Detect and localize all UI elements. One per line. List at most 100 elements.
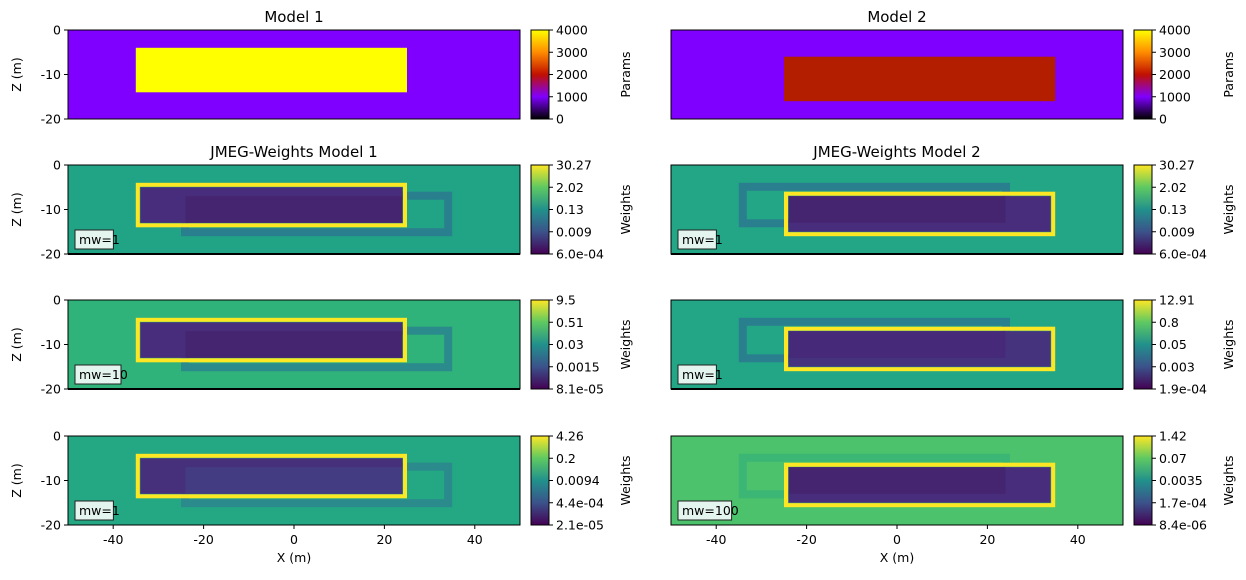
colorbar-scale (530, 299, 550, 390)
colorbar-tick-label: 2000 (1159, 67, 1191, 82)
x-tick-label: 40 (467, 532, 483, 547)
colorbar-tick-label: 0.009 (556, 224, 592, 239)
colorbar-tick-label: 9.5 (556, 293, 576, 308)
colorbar-tick-label: 2.02 (556, 180, 584, 195)
mw-label-text: mw=1 (79, 232, 120, 247)
colorbar-label: Weights (618, 455, 633, 505)
mw-label-text: mw=10 (79, 367, 128, 382)
y-tick-label: -20 (41, 112, 61, 127)
y-tick-label: -10 (41, 67, 61, 82)
x-tick-label: 20 (979, 532, 995, 547)
mw-label-box (677, 229, 717, 250)
colorbar-tick-label: 12.91 (1159, 293, 1195, 308)
x-tick-label: -20 (796, 532, 816, 547)
x-tick-label: -40 (706, 532, 726, 547)
colorbar-tick-label: 4000 (1159, 23, 1191, 38)
colorbar-scale (1133, 29, 1153, 120)
colorbar-tick-label: 4.26 (556, 429, 584, 444)
colorbar-tick-label: 2.1e-05 (556, 518, 604, 533)
colorbar-tick-label: 8.1e-05 (556, 382, 604, 397)
colorbar-scale (530, 164, 550, 255)
mw-label-box (74, 364, 122, 385)
colorbar-tick-label: 30.27 (1159, 158, 1195, 173)
y-tick-label: 0 (53, 429, 61, 444)
colorbar-scale (530, 29, 550, 120)
colorbar: 12.91 0.8 0.05 0.003 1.9e-04 Weights (1133, 293, 1236, 397)
x-tick-label: 20 (376, 532, 392, 547)
colorbar-scale (1133, 299, 1153, 390)
mw-label-box (74, 500, 114, 521)
y-tick-label: -10 (41, 473, 61, 488)
colorbar: 4000 3000 2000 1000 0 Params (530, 23, 633, 127)
colorbar-tick-label: 1000 (1159, 89, 1191, 104)
axes-frame (670, 29, 1124, 120)
colorbar-scale (1133, 164, 1153, 255)
y-tick-label: -10 (41, 337, 61, 352)
subplot-8: -40 -20 0 20 40 X (m) mw=100 1.42 0.07 0.0035 1.7e… (670, 429, 1236, 565)
x-tick-label: -20 (193, 532, 213, 547)
x-tick-label: 0 (290, 532, 298, 547)
colorbar: 4000 3000 2000 1000 0 Params (1133, 23, 1236, 127)
colorbar-tick-label: 0.0094 (556, 473, 600, 488)
x-axis-label: X (m) (277, 550, 311, 565)
mw-label: mw=100 (677, 500, 739, 521)
mw-label: mw=1 (677, 229, 723, 250)
true-model-outline (784, 191, 1056, 237)
colorbar-tick-label: 1.42 (1159, 429, 1187, 444)
y-tick-label: 0 (53, 293, 61, 308)
colorbar-tick-label: 4.4e-04 (556, 495, 604, 510)
subplot-title: JMEG-Weights Model 1 (209, 143, 377, 161)
true-model-outline (135, 453, 408, 499)
y-tick-label: 0 (53, 158, 61, 173)
subplot-6: mw=1 12.91 0.8 0.05 0.003 1.9e-04 Weights (670, 293, 1236, 397)
colorbar: 30.27 2.02 0.13 0.009 6.0e-04 Weights (1133, 158, 1236, 262)
colorbar-tick-label: 0.13 (1159, 202, 1187, 217)
colorbar-tick-label: 0.13 (556, 202, 584, 217)
colorbar-tick-label: 6.0e-04 (556, 247, 604, 262)
anomaly-block (135, 47, 408, 93)
colorbar-tick-label: 0.003 (1159, 359, 1195, 374)
x-tick-label: 0 (893, 532, 901, 547)
colorbar-tick-label: 6.0e-04 (1159, 247, 1207, 262)
colorbar-tick-label: 1.9e-04 (1159, 382, 1207, 397)
y-axis-label: Z (m) (9, 192, 24, 226)
colorbar-tick-label: 0.51 (556, 315, 584, 330)
colorbar-label: Params (618, 51, 633, 97)
colorbar-label: Weights (618, 319, 633, 369)
subplot-3: JMEG-Weights Model 1 0 -10 -20 Z (m) mw=1 30.2… (9, 143, 633, 262)
colorbar-tick-label: 0 (556, 112, 564, 127)
colorbar: 30.27 2.02 0.13 0.009 6.0e-04 Weights (530, 158, 633, 262)
colorbar-tick-label: 0.8 (1159, 315, 1179, 330)
mw-label-text: mw=1 (682, 232, 723, 247)
true-model-outline (135, 317, 408, 363)
x-tick-label: -40 (103, 532, 123, 547)
colorbar-tick-label: 0.009 (1159, 224, 1195, 239)
overlap-block (185, 331, 403, 358)
mw-label-box (74, 229, 114, 250)
colorbar: 1.42 0.07 0.0035 1.7e-04 8.4e-06 Weights (1133, 429, 1236, 533)
mw-label: mw=1 (74, 229, 120, 250)
mw-label-text: mw=100 (682, 503, 739, 518)
colorbar: 9.5 0.51 0.03 0.0015 8.1e-05 Weights (530, 293, 633, 397)
true-model-outline (784, 462, 1056, 508)
colorbar-tick-label: 1000 (556, 89, 588, 104)
colorbar-tick-label: 0.05 (1159, 337, 1187, 352)
colorbar-tick-label: 1.7e-04 (1159, 495, 1207, 510)
mw-label: mw=1 (74, 500, 120, 521)
subplot-5: 0 -10 -20 Z (m) mw=10 9.5 0.51 0.03 0.0015 8.1e-0… (9, 293, 633, 397)
y-tick-label: -20 (41, 382, 61, 397)
colorbar-tick-label: 2000 (556, 67, 588, 82)
overlap-block (185, 467, 403, 494)
colorbar-tick-label: 2.02 (1159, 180, 1187, 195)
colorbar-label: Params (1221, 51, 1236, 97)
colorbar-tick-label: 30.27 (556, 158, 592, 173)
anomaly-block (784, 56, 1056, 102)
mw-label: mw=1 (677, 364, 723, 385)
colorbar-label: Weights (618, 184, 633, 234)
subplot-4: JMEG-Weights Model 2 mw=1 30.27 2.02 0.13 0.0… (670, 143, 1236, 262)
colorbar-label: Weights (1221, 455, 1236, 505)
x-tick-label: 40 (1070, 532, 1086, 547)
colorbar-tick-label: 0.03 (556, 337, 584, 352)
mw-label-text: mw=1 (682, 367, 723, 382)
